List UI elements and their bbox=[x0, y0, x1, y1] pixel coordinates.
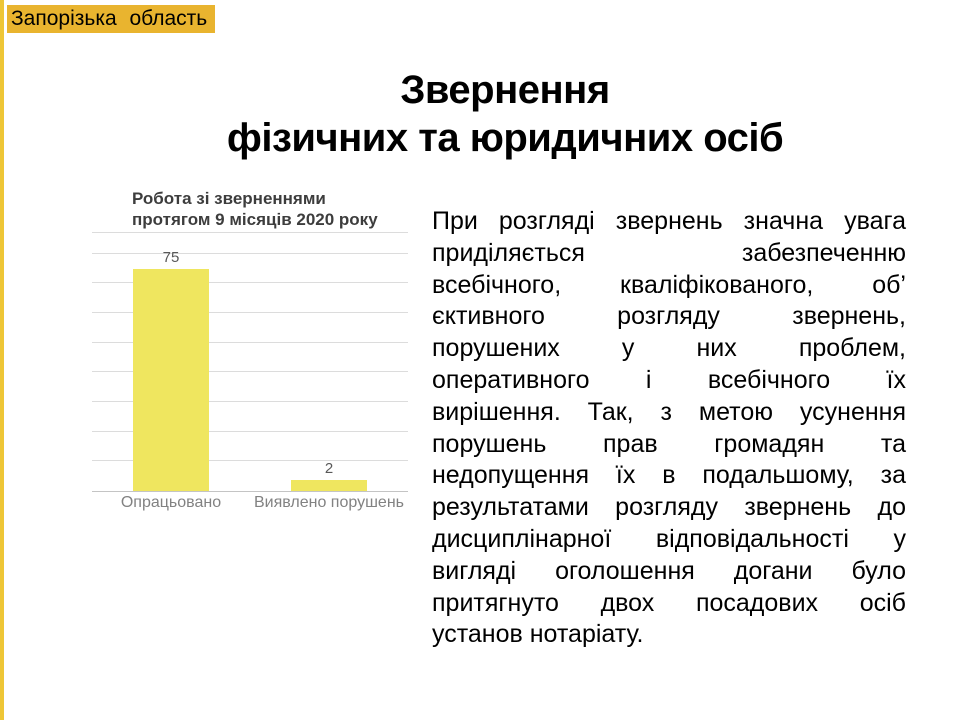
bar-1 bbox=[291, 480, 367, 491]
body-text-line: недопущення їх в подальшому, за bbox=[432, 461, 906, 490]
body-paragraph: При розгляді звернень значна увага приділ… bbox=[432, 206, 906, 651]
body-text-line: вигляді оголошення догани було bbox=[432, 556, 906, 585]
slide-title-line2: фізичних та юридичних осіб bbox=[226, 116, 784, 160]
bar-value-label: 2 bbox=[324, 460, 334, 477]
chart-plot-area: 75 2 bbox=[92, 232, 408, 492]
slide-title-line1: Звернення bbox=[400, 68, 610, 112]
category-label: Опрацьовано bbox=[120, 494, 222, 511]
gridline-y-80 bbox=[92, 252, 408, 254]
body-text-line: оперативного і всебічного їх bbox=[432, 365, 906, 394]
body-text-line: притягнуто двох посадових осіб bbox=[432, 588, 906, 617]
gridline-y-20 bbox=[92, 430, 408, 432]
body-text-line: порушень прав громадян та bbox=[432, 429, 906, 458]
bar-chart: Робота зі зверненнями протягом 9 місяців … bbox=[92, 176, 410, 518]
bar-0 bbox=[133, 268, 209, 491]
body-text-line: єктивного розгляду звернень, bbox=[432, 302, 906, 331]
category-label: Виявлено порушень bbox=[253, 494, 404, 511]
gridline-y-30 bbox=[92, 401, 408, 403]
body-text-line: результатами розгляду звернень до bbox=[432, 493, 906, 522]
bar-cell-1: 2 bbox=[250, 461, 408, 491]
category-axis: Опрацьовано Виявлено порушень bbox=[92, 494, 408, 512]
gridline-y-70 bbox=[92, 282, 408, 284]
body-text-line: приділяється забезпеченню bbox=[432, 238, 906, 267]
slide-title: Звернення фізичних та юридичних осіб bbox=[50, 66, 960, 162]
body-text-line: всебічного, кваліфікованого, об’ bbox=[432, 270, 906, 299]
bar-value-label: 75 bbox=[162, 248, 180, 266]
body-text-line: При розгляді звернень значна увага bbox=[432, 207, 906, 235]
chart-title: Робота зі зверненнями протягом 9 місяців … bbox=[132, 188, 410, 230]
gridline-y-60 bbox=[92, 312, 408, 314]
region-label: Запорізька область bbox=[7, 5, 216, 33]
gridline-y-40 bbox=[92, 371, 408, 373]
gridline-y-10 bbox=[92, 460, 408, 462]
gridline-y-50 bbox=[92, 341, 408, 343]
bar-cell-0: 75 bbox=[92, 250, 250, 491]
chart-title-line2: протягом 9 місяців 2020 року bbox=[132, 210, 378, 229]
left-accent-bar bbox=[0, 0, 4, 720]
body-text-line: порушених у них проблем, bbox=[432, 334, 906, 363]
chart-title-line1: Робота зі зверненнями bbox=[132, 189, 326, 208]
body-text-line: установ нотаріату. bbox=[432, 620, 644, 649]
bar-group: 75 2 bbox=[92, 233, 408, 491]
body-text-line: вирішення. Так, з метою усунення bbox=[432, 397, 906, 426]
body-text-line: дисциплінарної відповідальності у bbox=[432, 524, 906, 553]
